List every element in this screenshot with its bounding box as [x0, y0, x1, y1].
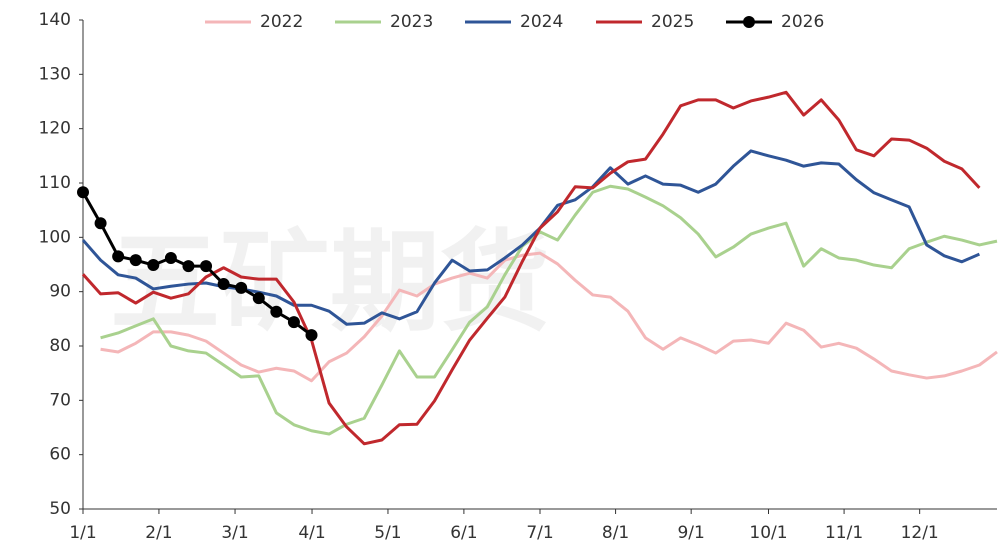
x-tick-label: 8/1	[602, 523, 629, 543]
series-line	[100, 251, 998, 383]
series-marker	[200, 260, 213, 273]
legend-marker	[743, 16, 755, 28]
series-marker	[270, 305, 283, 318]
y-tick-label: 110	[39, 173, 71, 193]
x-tick-label: 4/1	[298, 523, 325, 543]
series-marker	[164, 251, 177, 264]
y-tick-label: 130	[39, 64, 71, 84]
series-marker	[287, 316, 300, 329]
series-marker	[129, 254, 142, 267]
series-marker	[235, 281, 248, 294]
series-marker	[77, 186, 89, 199]
x-tick-label: 10/1	[749, 523, 787, 543]
x-tick-label: 11/1	[825, 523, 863, 543]
legend-label: 2026	[781, 12, 824, 32]
y-tick-label: 140	[39, 10, 71, 30]
series-marker	[217, 278, 230, 291]
y-tick-label: 80	[49, 336, 71, 356]
y-tick-label: 120	[39, 119, 71, 139]
y-tick-label: 100	[39, 227, 71, 247]
y-tick-label: 70	[49, 390, 71, 410]
y-tick-label: 90	[49, 282, 71, 302]
series-marker	[305, 329, 318, 342]
series-marker	[112, 250, 125, 263]
y-tick-label: 50	[49, 499, 71, 519]
series-marker	[147, 259, 160, 272]
x-tick-label: 6/1	[450, 523, 477, 543]
x-tick-label: 12/1	[901, 523, 939, 543]
legend-label: 2023	[390, 12, 433, 32]
watermark: 五矿期货	[110, 218, 550, 346]
series-line	[81, 90, 981, 446]
series-line	[100, 184, 998, 436]
legend-label: 2025	[651, 12, 694, 32]
x-tick-label: 7/1	[526, 523, 553, 543]
x-tick-label: 5/1	[374, 523, 401, 543]
x-tick-label: 9/1	[677, 523, 704, 543]
series-marker	[182, 260, 195, 273]
series-marker	[252, 292, 265, 305]
x-tick-label: 3/1	[221, 523, 248, 543]
series-line	[81, 149, 981, 326]
series-marker	[94, 217, 107, 230]
y-tick-label: 60	[49, 445, 71, 465]
x-tick-label: 2/1	[145, 523, 172, 543]
legend-label: 2024	[520, 12, 563, 32]
x-tick-label: 1/1	[69, 523, 96, 543]
legend-label: 2022	[260, 12, 303, 32]
